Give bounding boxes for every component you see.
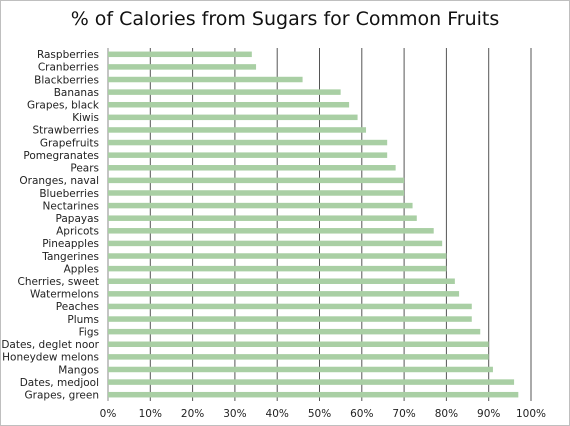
bar xyxy=(108,316,472,322)
bar xyxy=(108,391,519,398)
x-tick-label: 40% xyxy=(266,408,289,420)
bar xyxy=(108,366,493,373)
category-label: Kiwis xyxy=(72,112,99,124)
category-label: Strawberries xyxy=(32,125,99,137)
x-tick-label: 50% xyxy=(308,408,331,420)
category-label: Dates, deglet noor xyxy=(1,339,99,351)
category-label: Peaches xyxy=(56,301,99,313)
category-label: Papayas xyxy=(55,213,99,225)
bar xyxy=(108,228,434,234)
x-tick-label: 70% xyxy=(392,408,415,420)
bar xyxy=(108,64,257,70)
category-label: Apricots xyxy=(56,226,99,238)
category-label: Blueberries xyxy=(39,188,99,200)
category-label: Honeydew melons xyxy=(2,352,99,364)
category-label: Pineapples xyxy=(42,238,99,250)
bar xyxy=(108,165,396,171)
bar xyxy=(108,291,460,297)
bar xyxy=(108,101,350,108)
category-label: Pears xyxy=(70,163,99,175)
category-label: Bananas xyxy=(54,87,99,99)
bar xyxy=(108,89,341,95)
bar xyxy=(108,127,367,133)
bar xyxy=(108,354,489,360)
category-label: Blackberries xyxy=(34,74,99,86)
x-tick-label: 20% xyxy=(181,408,204,420)
category-label: Figs xyxy=(79,326,99,338)
category-label: Grapefruits xyxy=(40,137,99,149)
category-label: Grapes, green xyxy=(25,389,99,401)
x-tick-label: 60% xyxy=(350,408,373,420)
chart-title: % of Calories from Sugars for Common Fru… xyxy=(70,8,500,30)
x-tick-label: 90% xyxy=(477,408,500,420)
category-label: Apples xyxy=(64,263,99,275)
category-label: Grapes, black xyxy=(27,100,100,112)
bar xyxy=(108,303,472,310)
bar xyxy=(108,215,417,221)
bar xyxy=(108,152,388,158)
bar xyxy=(108,240,443,247)
category-label: Raspberries xyxy=(37,49,99,61)
category-label: Watermelons xyxy=(30,289,99,301)
x-tick-label: 30% xyxy=(223,408,246,420)
x-tick-label: 0% xyxy=(100,408,117,420)
x-tick-label: 100% xyxy=(516,408,546,420)
bar xyxy=(108,139,388,146)
bar xyxy=(108,328,481,335)
bar xyxy=(108,202,413,209)
bar xyxy=(108,253,447,259)
bar xyxy=(108,51,252,58)
x-tick-label: 80% xyxy=(435,408,458,420)
bar xyxy=(108,76,303,83)
bar xyxy=(108,341,489,348)
bar xyxy=(108,177,405,184)
category-label: Cranberries xyxy=(38,62,99,74)
category-label: Tangerines xyxy=(41,251,99,263)
bar xyxy=(108,190,405,196)
bar xyxy=(108,379,515,385)
category-label: Plums xyxy=(67,314,99,326)
category-label: Mangos xyxy=(58,364,99,376)
category-label: Cherries, sweet xyxy=(17,276,99,288)
category-label: Dates, medjool xyxy=(20,377,99,389)
x-tick-label: 10% xyxy=(139,408,162,420)
bar xyxy=(108,265,447,272)
bar xyxy=(108,114,358,121)
category-label: Pomegranates xyxy=(23,150,99,162)
category-label: Oranges, naval xyxy=(19,175,99,187)
bar xyxy=(108,278,455,284)
category-label: Nectarines xyxy=(43,200,99,212)
